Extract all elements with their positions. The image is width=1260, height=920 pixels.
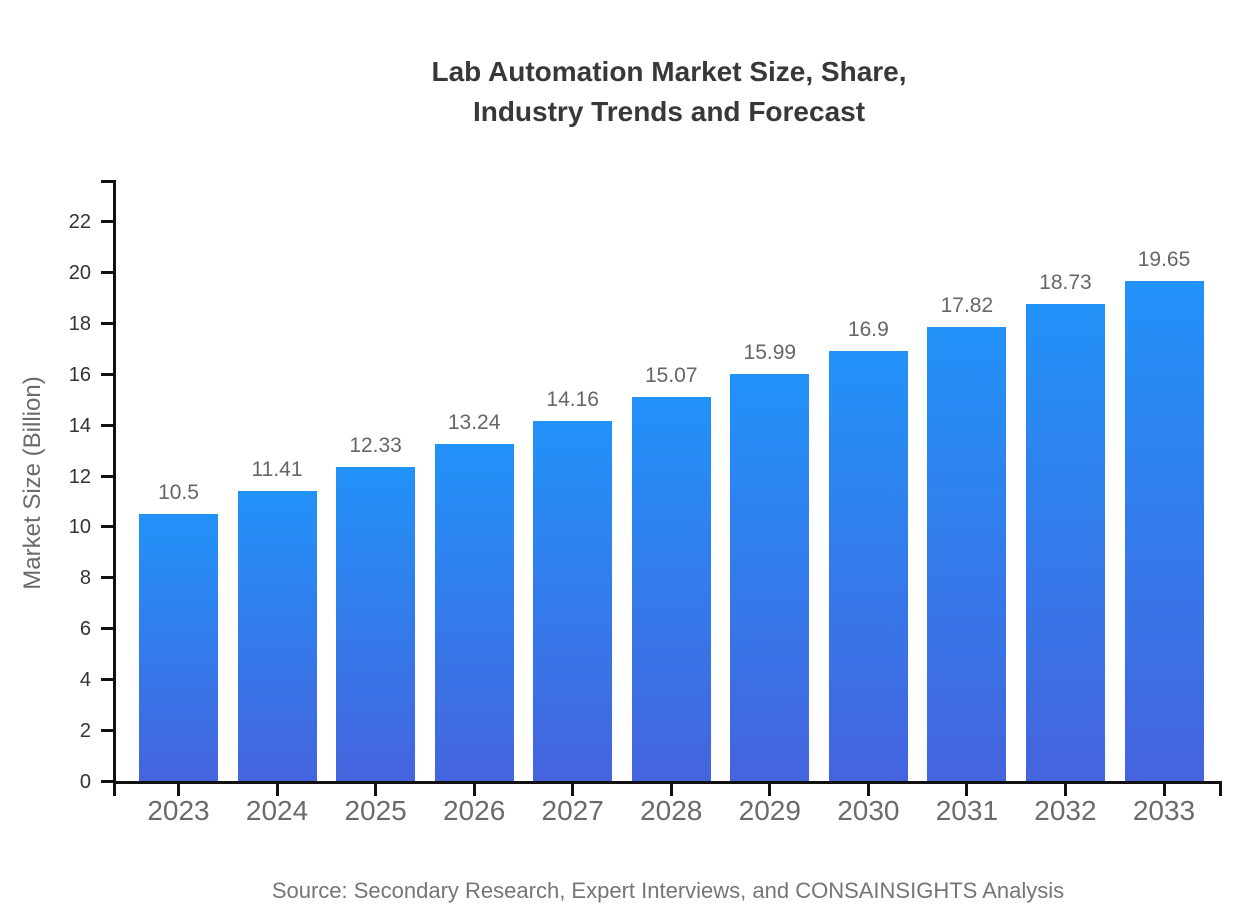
bar-2031 [927,327,1007,781]
bar-value-label-2031: 17.82 [940,294,994,318]
y-tick-label: 18 [68,312,91,335]
bar-value-label-2027: 14.16 [546,387,599,411]
bar-value-label-2028: 15.07 [644,364,698,388]
y-tick [101,220,113,223]
bar-2028 [631,397,711,781]
y-tick-label: 0 [79,771,91,793]
x-tick-label-2027: 2027 [541,795,604,826]
x-tick-2028 [669,784,673,796]
y-axis-line [113,180,116,784]
x-axis-line [113,781,1222,784]
x-tick-2026 [472,784,476,796]
y-tick-label: 20 [68,261,91,284]
x-tick-label-2033: 2033 [1132,795,1196,826]
y-tick [101,525,113,529]
bar-2025 [336,467,416,781]
bar-2027 [533,420,613,781]
x-axis-startcap-tick [113,784,116,796]
x-tick-2027 [571,784,575,796]
y-tick-label: 6 [79,618,91,641]
bar-value-label-2029: 15.99 [743,340,797,364]
x-tick-2025 [374,784,378,796]
y-tick-label: 4 [79,669,91,692]
y-tick [101,678,113,682]
x-tick-2024 [275,784,279,796]
y-tick-label: 22 [68,211,91,233]
chart-title: Lab Automation Market Size, Share, Indus… [431,56,907,127]
x-tick-2023 [177,784,180,796]
source-note: Source: Secondary Research, Expert Inter… [271,878,1065,903]
y-tick-label: 16 [68,363,91,386]
bar-value-label-2025: 12.33 [349,434,402,458]
y-tick-label: 8 [79,567,91,590]
x-tick-2029 [768,784,772,796]
y-tick-label: 14 [68,414,91,437]
y-tick-label: 12 [68,465,91,488]
x-tick-label-2023: 2023 [147,795,210,826]
y-tick [101,321,113,325]
x-tick-label-2030: 2030 [837,795,900,826]
bar-2026 [434,443,514,781]
bar-value-label-2032: 18.73 [1039,271,1092,295]
y-tick [101,372,113,376]
x-tick-label-2025: 2025 [344,795,407,826]
y-tick [101,627,113,631]
bar-value-label-2033: 19.65 [1137,247,1191,271]
x-tick-label-2026: 2026 [442,795,506,826]
bar-value-label-2026: 13.24 [447,410,501,434]
bar-2030 [828,350,908,781]
x-tick-label-2031: 2031 [935,795,999,826]
x-axis-endcap-tick [1219,784,1222,796]
bar-value-label-2023: 10.5 [158,480,199,504]
x-tick-label-2028: 2028 [640,795,703,826]
bar-2032 [1025,304,1105,781]
y-tick [101,780,113,783]
bar-2033 [1124,280,1204,781]
x-tick-2031 [965,784,969,796]
x-tick-2030 [866,784,870,796]
x-tick-label-2029: 2029 [738,795,801,826]
bar-2023 [139,513,218,781]
bar-2024 [237,490,317,781]
x-tick-2033 [1162,784,1166,796]
bar-2029 [730,373,810,781]
x-tick-label-2024: 2024 [245,795,309,826]
x-tick-2032 [1063,784,1067,796]
y-tick [101,474,113,478]
y-axis-endcap-tick [101,180,113,183]
bar-value-label-2030: 16.9 [847,317,889,341]
y-tick-label: 10 [68,516,91,539]
y-tick [101,423,113,427]
y-tick [101,576,113,580]
y-tick-label: 2 [79,720,91,743]
x-tick-label-2032: 2032 [1034,795,1097,826]
y-tick [101,729,113,733]
y-tick [101,270,113,274]
bar-value-label-2024: 11.41 [251,457,303,481]
